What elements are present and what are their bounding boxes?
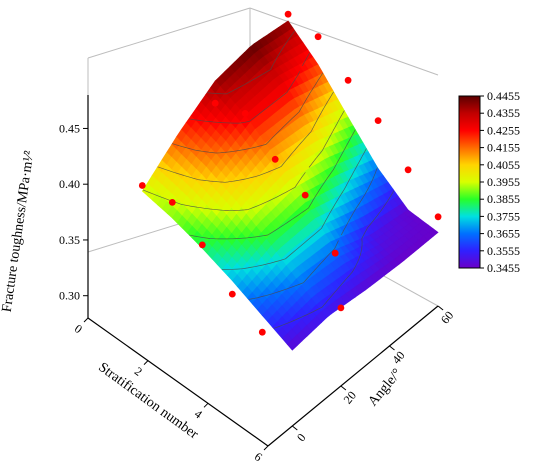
contour-lines bbox=[142, 30, 395, 329]
y-tick-label: 20 bbox=[341, 388, 359, 406]
contour-line bbox=[221, 148, 367, 270]
axis-lines bbox=[87, 95, 439, 447]
x-tick-label: 2 bbox=[132, 364, 145, 379]
x-tick-mark bbox=[203, 402, 209, 408]
surface-patch bbox=[286, 339, 298, 351]
colorbar-label: 0.3755 bbox=[487, 209, 520, 223]
x-axis-title: Stratification number bbox=[95, 360, 201, 442]
y-tick-mark bbox=[291, 425, 298, 431]
x-tick-label: 6 bbox=[252, 449, 265, 464]
data-point bbox=[258, 328, 266, 336]
surface bbox=[141, 20, 439, 351]
colorbar-label: 0.3655 bbox=[487, 227, 520, 241]
contour-line bbox=[157, 91, 334, 183]
colorbar-label: 0.3855 bbox=[487, 192, 520, 206]
colorbar-label: 0.4055 bbox=[487, 158, 520, 172]
data-point bbox=[314, 33, 322, 41]
data-point bbox=[241, 110, 249, 117]
contour-line bbox=[188, 52, 311, 124]
x-tick-mark bbox=[143, 360, 149, 366]
colorbar-label: 0.4155 bbox=[487, 141, 520, 155]
z-axis-title: Fracture toughness/MPa·m¹⁄² bbox=[0, 150, 37, 313]
data-point bbox=[374, 117, 382, 124]
data-point bbox=[198, 241, 206, 249]
colorbar-label: 0.4255 bbox=[487, 123, 520, 137]
data-point bbox=[168, 199, 176, 206]
contour-line bbox=[172, 72, 324, 154]
z-ticks: 0.30 0.35 0.40 0.45 bbox=[59, 121, 88, 303]
x-axis-line bbox=[87, 317, 269, 447]
colorbar-label: 0.3555 bbox=[487, 244, 520, 258]
data-point bbox=[271, 155, 279, 163]
data-points bbox=[138, 10, 442, 336]
colorbar-label: 0.4455 bbox=[487, 89, 520, 103]
box-edge bbox=[87, 7, 251, 59]
data-point bbox=[301, 191, 309, 199]
y-tick-label: 0 bbox=[294, 431, 309, 445]
z-tick-label: 0.35 bbox=[59, 233, 80, 247]
contour-line bbox=[189, 129, 356, 240]
z-tick-label: 0.45 bbox=[59, 121, 80, 135]
colorbar-label: 0.3955 bbox=[487, 175, 520, 189]
x-ticks: 0 2 4 6 bbox=[72, 317, 269, 464]
y-tick-label: 40 bbox=[389, 348, 407, 366]
data-point bbox=[211, 99, 219, 107]
data-point bbox=[331, 249, 339, 257]
contour-line bbox=[248, 167, 378, 300]
x-tick-label: 0 bbox=[72, 321, 85, 336]
data-point bbox=[404, 166, 412, 174]
data-point bbox=[434, 213, 442, 221]
data-point bbox=[337, 304, 345, 312]
x-tick-mark bbox=[263, 445, 269, 451]
x-tick-label: 4 bbox=[192, 407, 205, 422]
colorbar-label: 0.3455 bbox=[487, 261, 520, 275]
data-point bbox=[344, 76, 352, 84]
colorbar bbox=[458, 95, 481, 269]
contour-line bbox=[273, 190, 395, 329]
colorbar-label: 0.4355 bbox=[487, 106, 520, 120]
z-tick-label: 0.40 bbox=[59, 177, 80, 191]
box-edge bbox=[249, 7, 439, 76]
y-tick-mark bbox=[389, 345, 395, 351]
data-point bbox=[228, 290, 236, 298]
data-point bbox=[284, 10, 292, 18]
x-tick-mark bbox=[83, 317, 89, 323]
y-tick-label: 60 bbox=[438, 308, 456, 326]
y-tick-mark bbox=[340, 385, 347, 391]
y-axis-line bbox=[267, 305, 439, 447]
colorbar-labels: 0.4455 0.4355 0.4255 0.4155 0.4055 0.3955 0.38… bbox=[480, 89, 520, 275]
z-tick-label: 0.30 bbox=[59, 289, 80, 303]
contour-line bbox=[206, 30, 296, 95]
data-point bbox=[138, 182, 146, 189]
y-axis-title: Angle/° bbox=[366, 366, 406, 409]
y-tick-mark bbox=[437, 305, 444, 311]
